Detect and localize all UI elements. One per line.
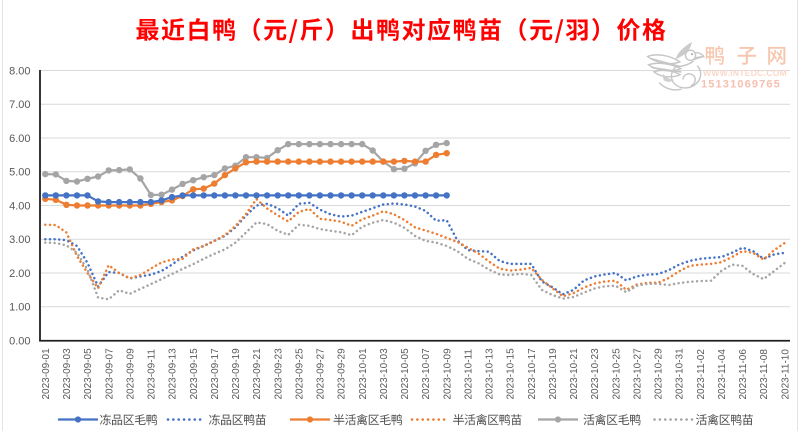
svg-text:2023-10-25: 2023-10-25: [611, 348, 622, 400]
svg-text:2023-11-10: 2023-11-10: [780, 349, 791, 400]
svg-text:2023-09-27: 2023-09-27: [316, 348, 327, 400]
svg-text:4.00: 4.00: [9, 200, 30, 212]
svg-text:2023-09-15: 2023-09-15: [189, 348, 200, 400]
svg-text:2023-10-31: 2023-10-31: [675, 348, 686, 400]
svg-text:2023-10-23: 2023-10-23: [590, 348, 601, 400]
svg-text:2023-10-01: 2023-10-01: [358, 348, 369, 400]
svg-text:2023-09-01: 2023-09-01: [41, 348, 52, 400]
svg-text:2023-09-07: 2023-09-07: [104, 348, 115, 400]
svg-text:WWW.INTEDC.COM: WWW.INTEDC.COM: [703, 68, 787, 78]
svg-text:2023-09-05: 2023-09-05: [83, 348, 94, 400]
svg-text:2023-10-29: 2023-10-29: [654, 348, 665, 400]
svg-text:1.00: 1.00: [9, 302, 30, 314]
svg-text:2023-09-23: 2023-09-23: [273, 348, 284, 400]
svg-text:2023-09-03: 2023-09-03: [62, 348, 73, 400]
svg-text:2023-10-27: 2023-10-27: [632, 348, 643, 400]
svg-text:2023-10-19: 2023-10-19: [548, 348, 559, 400]
svg-text:2023-11-04: 2023-11-04: [717, 349, 728, 400]
svg-text:3.00: 3.00: [9, 234, 30, 246]
svg-text:2023-11-02: 2023-11-02: [696, 349, 707, 400]
svg-text:2.00: 2.00: [9, 268, 30, 280]
svg-text:2023-09-29: 2023-09-29: [337, 348, 348, 400]
svg-text:2023-10-05: 2023-10-05: [400, 348, 411, 400]
svg-text:2023-09-25: 2023-09-25: [294, 348, 305, 400]
svg-text:2023-10-07: 2023-10-07: [421, 348, 432, 400]
svg-text:0.00: 0.00: [9, 335, 30, 347]
svg-text:2023-09-13: 2023-09-13: [168, 348, 179, 400]
svg-text:2023-10-15: 2023-10-15: [506, 348, 517, 400]
svg-text:2023-10-17: 2023-10-17: [527, 348, 538, 400]
svg-text:2023-09-11: 2023-09-11: [147, 349, 158, 400]
svg-text:2023-10-11: 2023-10-11: [463, 349, 474, 400]
svg-text:2023-10-09: 2023-10-09: [442, 348, 453, 400]
svg-text:2023-09-19: 2023-09-19: [231, 348, 242, 400]
svg-text:2023-10-21: 2023-10-21: [569, 348, 580, 400]
svg-text:2023-09-21: 2023-09-21: [252, 348, 263, 400]
svg-text:6.00: 6.00: [9, 133, 30, 145]
svg-text:2023-10-03: 2023-10-03: [379, 348, 390, 400]
svg-text:5.00: 5.00: [9, 167, 30, 179]
svg-text:7.00: 7.00: [9, 99, 30, 111]
svg-text:8.00: 8.00: [9, 65, 30, 77]
svg-text:2023-09-17: 2023-09-17: [210, 348, 221, 400]
svg-text:15131069765: 15131069765: [701, 78, 781, 90]
svg-text:2023-10-13: 2023-10-13: [485, 348, 496, 400]
svg-text:2023-09-09: 2023-09-09: [125, 348, 136, 400]
svg-text:2023-11-06: 2023-11-06: [738, 349, 749, 400]
svg-text:2023-11-08: 2023-11-08: [759, 349, 770, 400]
